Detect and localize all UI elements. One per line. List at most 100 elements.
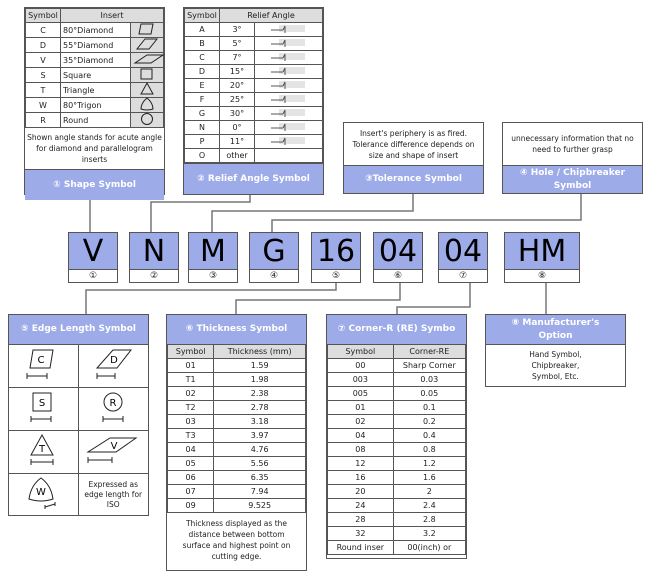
thickness-value: 1.59 [213, 358, 306, 373]
thickness-title: ⑥ Thickness Symbol [167, 315, 306, 344]
corner-symbol: 00 [327, 358, 394, 373]
col-insert: Insert [60, 8, 164, 23]
circle-edge-icon: R [102, 392, 124, 422]
relief-row: E 20° [184, 78, 323, 93]
corner-symbol: 28 [327, 512, 394, 527]
col-symbol: Symbol [166, 344, 215, 359]
corner-row: 01 0.1 [327, 400, 467, 415]
thickness-value: 4.76 [213, 442, 306, 457]
edge-cell-r: R [78, 387, 148, 430]
corner-row: 04 0.4 [327, 428, 467, 443]
svg-text:D: D [110, 355, 118, 366]
corner-value: 2.8 [392, 512, 467, 527]
relief-angle: 25° [219, 92, 255, 107]
corner-row: 12 1.2 [327, 456, 467, 471]
thickness-symbol: T2 [166, 400, 215, 415]
col-thickness: Thickness (mm) [213, 344, 306, 359]
relief-angle: 20° [219, 78, 255, 93]
thickness-value: 1.98 [213, 372, 306, 387]
connector-6 [235, 281, 401, 314]
corner-row: 24 2.4 [327, 498, 467, 513]
shape-symbol: R [25, 112, 61, 128]
col-symbol: Symbol [25, 8, 61, 23]
shape-symbol: S [25, 67, 61, 83]
corner-value: 1.2 [392, 456, 467, 471]
corner-symbol: 12 [327, 456, 394, 471]
relief-symbol: N [184, 120, 220, 135]
thickness-row: T1 1.98 [166, 372, 306, 387]
shape-symbol: T [25, 82, 61, 98]
corner-row: 00 Sharp Corner [327, 358, 467, 373]
thickness-value: 7.94 [213, 484, 306, 499]
shape-symbol: W [25, 97, 61, 113]
relief-angle: 15° [219, 64, 255, 79]
shape-note: Shown angle stands for acute angle for d… [27, 133, 162, 164]
shape-name: 35°Diamond [60, 52, 131, 68]
trigon-icon [140, 97, 154, 111]
thickness-row: 09 9.525 [166, 498, 306, 513]
relief-angle-title: ② Relief Angle Symbol [184, 163, 323, 194]
triangle-edge-icon: T [30, 433, 55, 465]
relief-row: N 0° [184, 120, 323, 135]
thickness-row: T2 2.78 [166, 400, 306, 415]
svg-text:W: W [36, 487, 46, 498]
corner-row: 005 0.05 [327, 386, 467, 401]
relief-symbol: O [184, 148, 220, 163]
connector-3 [211, 193, 414, 232]
shape-row: R Round [25, 112, 164, 128]
corner-value: 1.6 [392, 470, 467, 485]
thickness-value: 3.97 [213, 428, 306, 443]
svg-text:R: R [110, 398, 117, 409]
relief-angle: 11° [219, 134, 255, 149]
shape-row: W 80°Trigon [25, 97, 164, 113]
code-number: ⑧ [505, 269, 579, 282]
thickness-symbol: T3 [166, 428, 215, 443]
corner-row: 28 2.8 [327, 512, 467, 527]
thickness-symbol: 03 [166, 414, 215, 429]
relief-symbol: D [184, 64, 220, 79]
svg-text:T: T [38, 444, 46, 455]
relief-angle-icon [270, 67, 305, 75]
col-symbol: Symbol [327, 344, 394, 359]
code-number: ③ [189, 269, 237, 282]
manufacturer-note: Hand Symbol, Chipbreaker, Symbol, Etc. [486, 344, 625, 386]
thickness-symbol: T1 [166, 372, 215, 387]
thickness-table: Symbol Thickness (mm) 01 1.59 T1 1.98 02 2.38 T… [166, 344, 306, 513]
corner-row: 20 2 [327, 484, 467, 499]
relief-row: P 11° [184, 134, 323, 149]
corner-symbol: 24 [327, 498, 394, 513]
corner-symbol: 16 [327, 470, 394, 485]
thickness-symbol: 04 [166, 442, 215, 457]
thickness-value: 6.35 [213, 470, 306, 485]
relief-row: A 3° [184, 22, 323, 37]
code-value: V [69, 233, 117, 269]
relief-angle: 30° [219, 106, 255, 121]
diamond-55-icon [135, 38, 159, 50]
corner-value: 2 [392, 484, 467, 499]
relief-angle: other [219, 148, 255, 163]
hole-chipbreaker-panel: unnecessary information that no need to … [502, 122, 643, 194]
relief-symbol: A [184, 22, 220, 37]
thickness-value: 2.38 [213, 386, 306, 401]
thickness-row: 02 2.38 [166, 386, 306, 401]
code-value: N [130, 233, 178, 269]
code-box: 04 ⑦ [438, 232, 488, 283]
thickness-row: T3 3.97 [166, 428, 306, 443]
thickness-symbol: 02 [166, 386, 215, 401]
edge-note: Expressed as edge length for ISO [78, 473, 148, 516]
shape-row: C 80°Diamond [25, 22, 164, 38]
relief-angle-icon [270, 137, 305, 145]
code-value: 04 [439, 233, 487, 269]
corner-r-panel: ⑦ Corner-R (RE) Symbo Symbol Corner-RE 00… [326, 314, 467, 559]
shape-name: 80°Trigon [60, 97, 131, 113]
code-number: ④ [250, 269, 298, 282]
corner-value: 0.1 [392, 400, 467, 415]
code-number: ⑦ [439, 269, 487, 282]
shape-name: 55°Diamond [60, 37, 131, 53]
corner-row: 16 1.6 [327, 470, 467, 485]
shape-table: Symbol Insert C 80°Diamond D 55°Diamond V 35°D… [25, 8, 165, 128]
corner-row: 02 0.2 [327, 414, 467, 429]
col-relief-angle: Relief Angle [219, 8, 323, 23]
